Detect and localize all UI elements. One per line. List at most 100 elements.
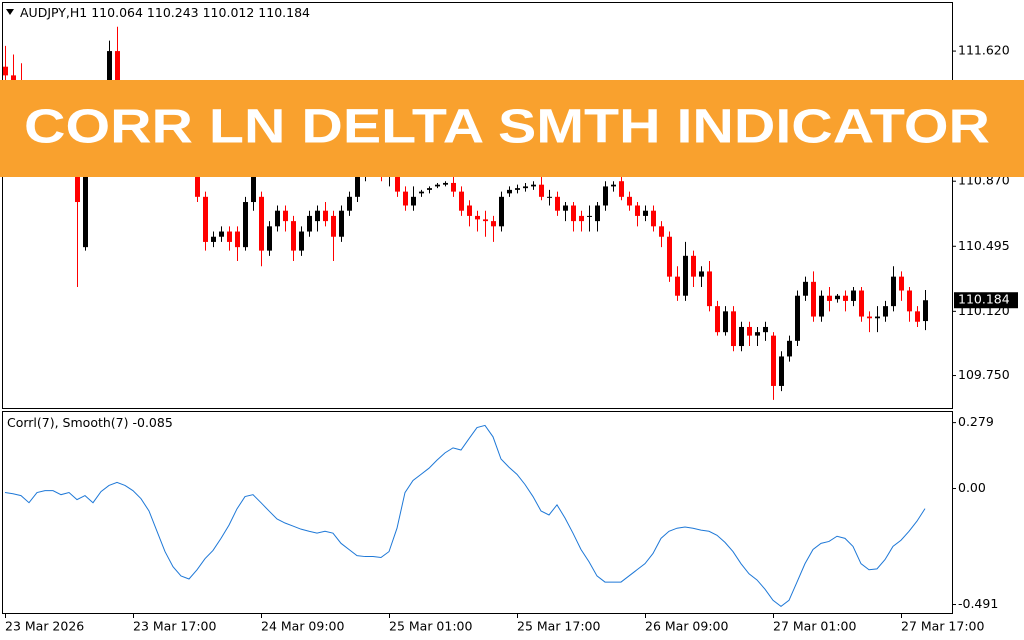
candle-body [907,290,912,312]
candle-body [355,170,360,197]
x-tick-label: 24 Mar 09:00 [261,619,345,634]
x-tick-label: 25 Mar 01:00 [389,619,473,634]
candle-body [819,295,824,317]
ohlc-high: 110.243 [147,5,199,20]
candle-body [875,316,880,319]
candle-body [11,75,16,81]
ohlc-low: 110.012 [203,5,255,20]
candle-body [811,281,816,317]
candle-body [507,189,512,194]
candle-body [571,205,576,222]
candle-body [307,215,312,232]
candle-body [259,196,264,251]
y-tick-label: 0.279 [958,414,994,429]
candle-body [3,66,8,76]
candle-body [427,188,432,190]
candle-body [531,184,536,187]
candle-body [563,205,568,211]
candle-body [315,210,320,222]
candle-body [883,306,888,317]
y-tick-label: 111.620 [958,43,1010,58]
symbol-menu-arrow[interactable] [6,9,14,15]
candle-body [651,210,656,227]
candle-body [83,151,88,248]
candle-body [699,271,704,277]
candle-body [747,326,752,336]
candle-body [291,221,296,251]
y-tick-label: 109.750 [958,367,1010,382]
indicator-panel [2,411,953,614]
banner-title: CORR LN DELTA SMTH INDICATOR [24,101,990,154]
candle-body [339,210,344,237]
candle-body [443,182,448,185]
price-panel [2,2,953,409]
candle-body [555,196,560,211]
candle-body [451,182,456,192]
candle-body [219,231,224,237]
candle-body [475,215,480,220]
y-tick-label: 0.00 [958,480,986,495]
candle-body [691,255,696,277]
candle-body [859,290,864,317]
x-tick-label: 27 Mar 01:00 [773,619,857,634]
candle-body [611,184,616,187]
symbol-header: AUDJPY,H1 110.064 110.243 110.012 110.18… [20,5,310,20]
candle-body [851,290,856,301]
indicator-header: Corrl(7), Smooth(7) -0.085 [7,415,173,430]
candle-body [579,215,584,222]
candle-body [243,202,248,248]
candle-body [323,210,328,222]
candle-body [683,255,688,296]
candle-body [539,184,544,197]
candle-body [723,311,728,333]
candle-body [803,281,808,296]
candle-body [587,215,592,217]
candle-body [195,158,200,197]
candle-body [483,219,488,222]
candle-body [459,191,464,211]
candle-body [435,184,440,187]
x-tick-label: 25 Mar 17:00 [517,619,601,634]
candle-body [835,295,840,300]
candle-body [659,226,664,237]
candle-body [75,160,80,203]
candle-body [643,210,648,216]
candle-body [419,191,424,194]
x-tick-label: 23 Mar 17:00 [133,619,217,634]
candle-body [491,221,496,227]
candle-body [635,205,640,216]
candle-body [827,295,832,301]
candle-body [411,196,416,206]
y-tick-label: -0.491 [958,596,998,611]
indicator-line [4,424,926,608]
y-tick-label: 110.495 [958,238,1010,253]
candle-body [395,170,400,192]
candle-body [667,236,672,277]
banner [0,80,1024,177]
indicator-value: -0.085 [132,415,172,430]
candle-body [731,311,736,347]
x-tick-label: 26 Mar 09:00 [645,619,729,634]
candle-body [331,215,336,237]
candle-body [843,295,848,301]
candle-body [715,306,720,333]
candle-body [675,276,680,296]
last-price-box [954,292,1018,309]
candle-body [867,316,872,319]
candle-body [771,335,776,386]
candle-body [235,231,240,248]
candle-body [211,236,216,242]
candle-body [251,170,256,203]
candle-body [619,181,624,197]
last-price-label: 110.184 [958,292,1010,307]
candle-body [203,196,208,242]
candle-body [891,276,896,307]
candle-body [603,186,608,206]
candle-body [267,226,272,251]
candle-body [283,210,288,222]
candle-body [763,326,768,333]
indicator-name: Corrl(7), Smooth(7) [7,415,129,430]
candle-body [275,210,280,227]
candle-body [899,276,904,291]
